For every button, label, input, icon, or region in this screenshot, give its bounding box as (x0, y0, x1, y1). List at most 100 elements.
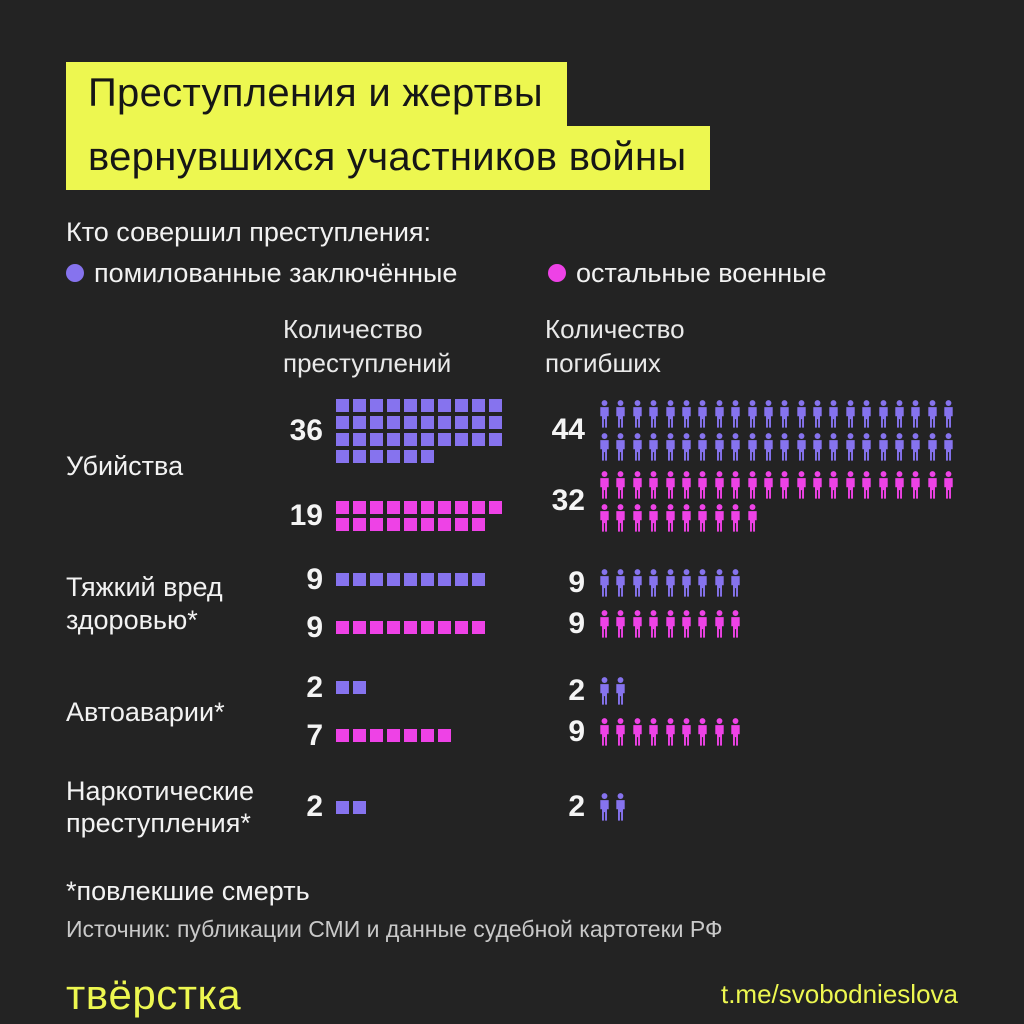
square-icon (353, 800, 366, 814)
category-label-line: преступления* (66, 808, 251, 839)
person-icon (600, 718, 609, 746)
square-icon (336, 729, 349, 743)
person-icon (813, 470, 822, 499)
person-icon (665, 718, 675, 746)
square-icon (404, 415, 417, 429)
person-icon (665, 610, 675, 638)
person-icon (911, 399, 921, 428)
person-icon (600, 470, 609, 499)
deaths-pictogram-block (598, 677, 956, 705)
person-icon (633, 503, 642, 532)
deaths-pictogram-block (598, 569, 956, 597)
person-icon (764, 399, 773, 428)
category-label-line: Тяжкий вред (66, 572, 223, 603)
title-line-1: Преступления и жертвы (66, 62, 567, 126)
square-icon (421, 621, 434, 635)
person-icon (928, 470, 937, 499)
square-icon (353, 517, 366, 531)
column-header-crimes-line-2: преступлений (283, 347, 452, 378)
square-icon (421, 415, 434, 429)
crimes-pictogram-block (336, 681, 503, 695)
person-icon (731, 569, 740, 597)
column-header-crimes-line-1: Количество (283, 314, 423, 345)
person-icon (731, 399, 740, 428)
person-icon (878, 399, 888, 428)
person-icon (731, 718, 740, 746)
category-label-line: Убийства (66, 450, 184, 481)
person-icon (895, 399, 904, 428)
footnote: *повлекшие смерть (66, 875, 310, 906)
category-label-line: Автоаварии* (66, 696, 225, 727)
square-icon (336, 800, 349, 814)
person-icon (829, 470, 839, 499)
column-header-crimes: Количество преступлений (283, 313, 545, 381)
person-icon (649, 432, 658, 461)
deaths-group: 2 (545, 790, 958, 824)
square-icon (404, 398, 417, 412)
person-icon (780, 399, 789, 428)
crimes-count: 36 (289, 413, 323, 447)
square-icon (455, 517, 468, 531)
person-icon (715, 718, 724, 746)
square-icon (353, 573, 366, 587)
category-label-line: здоровью* (66, 604, 198, 635)
square-icon (336, 573, 349, 587)
square-icon (404, 449, 417, 463)
square-icon (336, 398, 349, 412)
column-header-deaths-line-1: Количество (545, 314, 685, 345)
column-header-deaths: Количество погибших (545, 313, 958, 381)
square-icon (404, 500, 417, 514)
person-icon (633, 569, 642, 597)
crimes-group: 36 (283, 398, 545, 463)
square-icon (336, 517, 349, 531)
person-icon (862, 399, 871, 428)
deaths-group: 9 (545, 566, 958, 600)
square-icon (472, 432, 485, 446)
person-icon (698, 432, 708, 461)
person-icon (682, 470, 691, 499)
category-label: Наркотические преступления* (66, 775, 283, 840)
square-icon (336, 415, 349, 429)
person-icon (682, 432, 691, 461)
square-icon (387, 415, 400, 429)
legend-heading: Кто совершил преступления: (66, 217, 432, 247)
deaths-count: 9 (568, 607, 585, 641)
person-icon (747, 470, 757, 499)
deaths-count: 2 (568, 674, 585, 708)
person-icon (715, 470, 724, 499)
person-icon (764, 432, 773, 461)
person-icon (862, 470, 871, 499)
person-icon (649, 569, 658, 597)
person-icon (796, 470, 806, 499)
person-icon (698, 569, 708, 597)
square-icon (438, 398, 451, 412)
category-label-line: Наркотические (66, 775, 255, 806)
person-icon (698, 503, 708, 532)
title-line-2: вернувшихся участников войны (66, 126, 711, 190)
square-icon (353, 398, 366, 412)
legend-dot-icon (548, 263, 566, 282)
crimes-count: 9 (306, 610, 323, 644)
telegram-link[interactable]: t.me/svobodnieslova (720, 979, 958, 1010)
square-icon (404, 729, 417, 743)
person-icon (715, 399, 724, 428)
square-icon (489, 398, 502, 412)
person-icon (911, 470, 921, 499)
square-icon (421, 398, 434, 412)
person-icon (698, 610, 708, 638)
square-icon (404, 621, 417, 635)
person-icon (616, 470, 626, 499)
deaths-count: 32 (551, 484, 585, 518)
deaths-pictogram-block (598, 610, 956, 638)
person-icon (616, 399, 626, 428)
person-icon (665, 399, 675, 428)
person-icon (731, 470, 740, 499)
person-icon (665, 470, 675, 499)
square-icon (421, 517, 434, 531)
person-icon (682, 610, 691, 638)
person-icon (878, 432, 888, 461)
person-icon (911, 432, 921, 461)
crimes-pictogram-block (336, 621, 503, 635)
